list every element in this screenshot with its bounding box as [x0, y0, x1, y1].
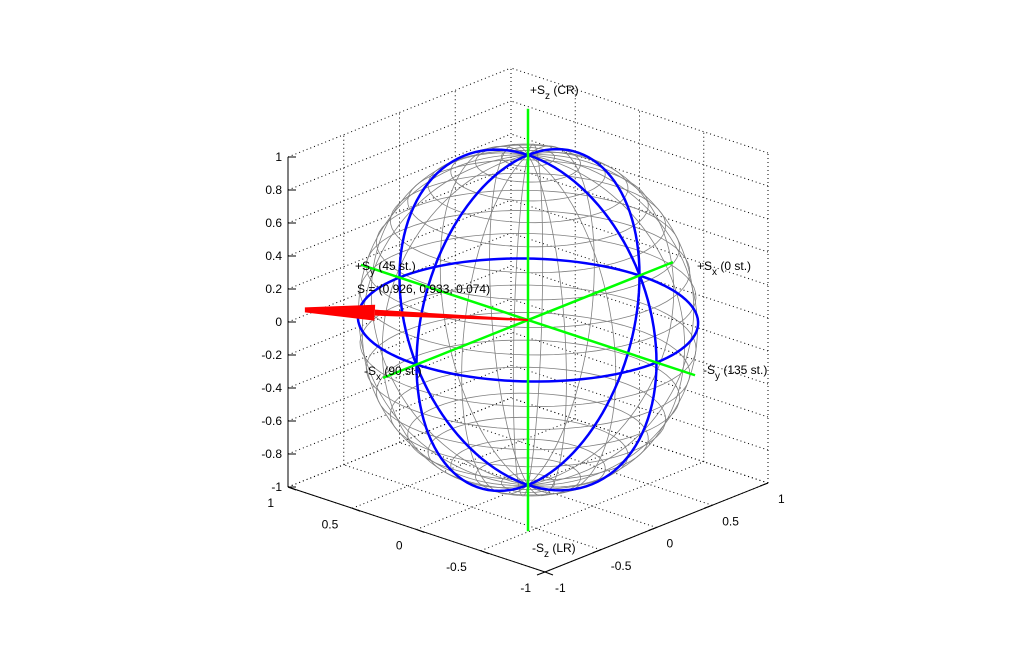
label-stokes-vector: S = (0.926, 0.933, 0.074): [357, 282, 490, 296]
z-tick-label: -0.6: [261, 414, 282, 428]
grid-line: [287, 364, 512, 455]
sphere-meridian: [527, 154, 695, 486]
x-tick: [704, 504, 713, 509]
stokes-vector-arrow: [304, 304, 529, 321]
y-tick: [416, 529, 425, 533]
y-tick-label: 1: [267, 496, 274, 510]
z-tick-label: -0.8: [261, 447, 282, 461]
grid-line: [287, 166, 512, 257]
grid-line: [287, 265, 512, 356]
y-tick-label: -0.5: [446, 560, 467, 574]
grid-line: [287, 298, 512, 389]
axes: [287, 156, 769, 576]
label-plus-sz: +Sz (CR): [530, 83, 579, 102]
label-minus-sx: -Sx (90 st.): [364, 364, 422, 383]
y-tick: [544, 571, 554, 576]
label-minus-sz: -Sz (LR): [532, 541, 576, 560]
z-tick-label: -0.4: [261, 381, 282, 395]
label-plus-sy: +Sy (45 st.): [355, 259, 416, 278]
y-tick-label: -1: [520, 581, 531, 595]
grid-line: [352, 418, 576, 509]
grid-line: [287, 100, 512, 191]
arrow-shaft: [374, 309, 529, 321]
x-tick-label: -1: [555, 581, 566, 595]
label-minus-sy: -Sy (135 st.): [703, 363, 767, 382]
z-tick-label: -0.2: [261, 348, 282, 362]
z-tick-label: 0.6: [265, 216, 282, 230]
x-tick-label: -0.5: [611, 559, 632, 573]
tick-labels: -1 -0.8 -0.6 -0.4 -0.2 0 0.2 0.4 0.6 0.8 1 -1 -0.5 0 0…: [261, 150, 785, 595]
x-tick: [759, 482, 769, 487]
x-tick: [592, 549, 601, 554]
z-tick-label: 1: [275, 150, 282, 164]
z-tick-label: 0.4: [265, 249, 282, 263]
arrow-head: [304, 304, 376, 321]
grid-line: [287, 331, 512, 422]
y-tick: [480, 550, 489, 555]
grid-line: [287, 199, 512, 290]
y-tick: [287, 486, 297, 491]
y-tick-label: 0: [396, 539, 403, 553]
z-tick-label: -1: [271, 480, 282, 494]
x-tick-label: 1: [778, 492, 785, 506]
grid-line: [480, 461, 704, 552]
grid-line: [287, 67, 512, 158]
y-tick: [352, 507, 361, 512]
annotations: +Sz (CR) -Sz (LR) +Sx (0 st.) -Sx (90 st…: [355, 83, 767, 560]
x-tick: [536, 571, 546, 576]
x-tick-label: 0.5: [722, 514, 739, 528]
y-tick-label: 0.5: [322, 517, 339, 531]
grid-line: [287, 133, 512, 224]
x-tick-label: 0: [667, 537, 674, 551]
x-tick: [648, 527, 657, 531]
grid-line: [287, 397, 512, 488]
z-tick-label: 0.2: [265, 282, 282, 296]
z-tick-label: 0.8: [265, 183, 282, 197]
z-tick-label: 0: [275, 315, 282, 329]
label-plus-sx: +Sx (0 st.): [697, 259, 751, 278]
